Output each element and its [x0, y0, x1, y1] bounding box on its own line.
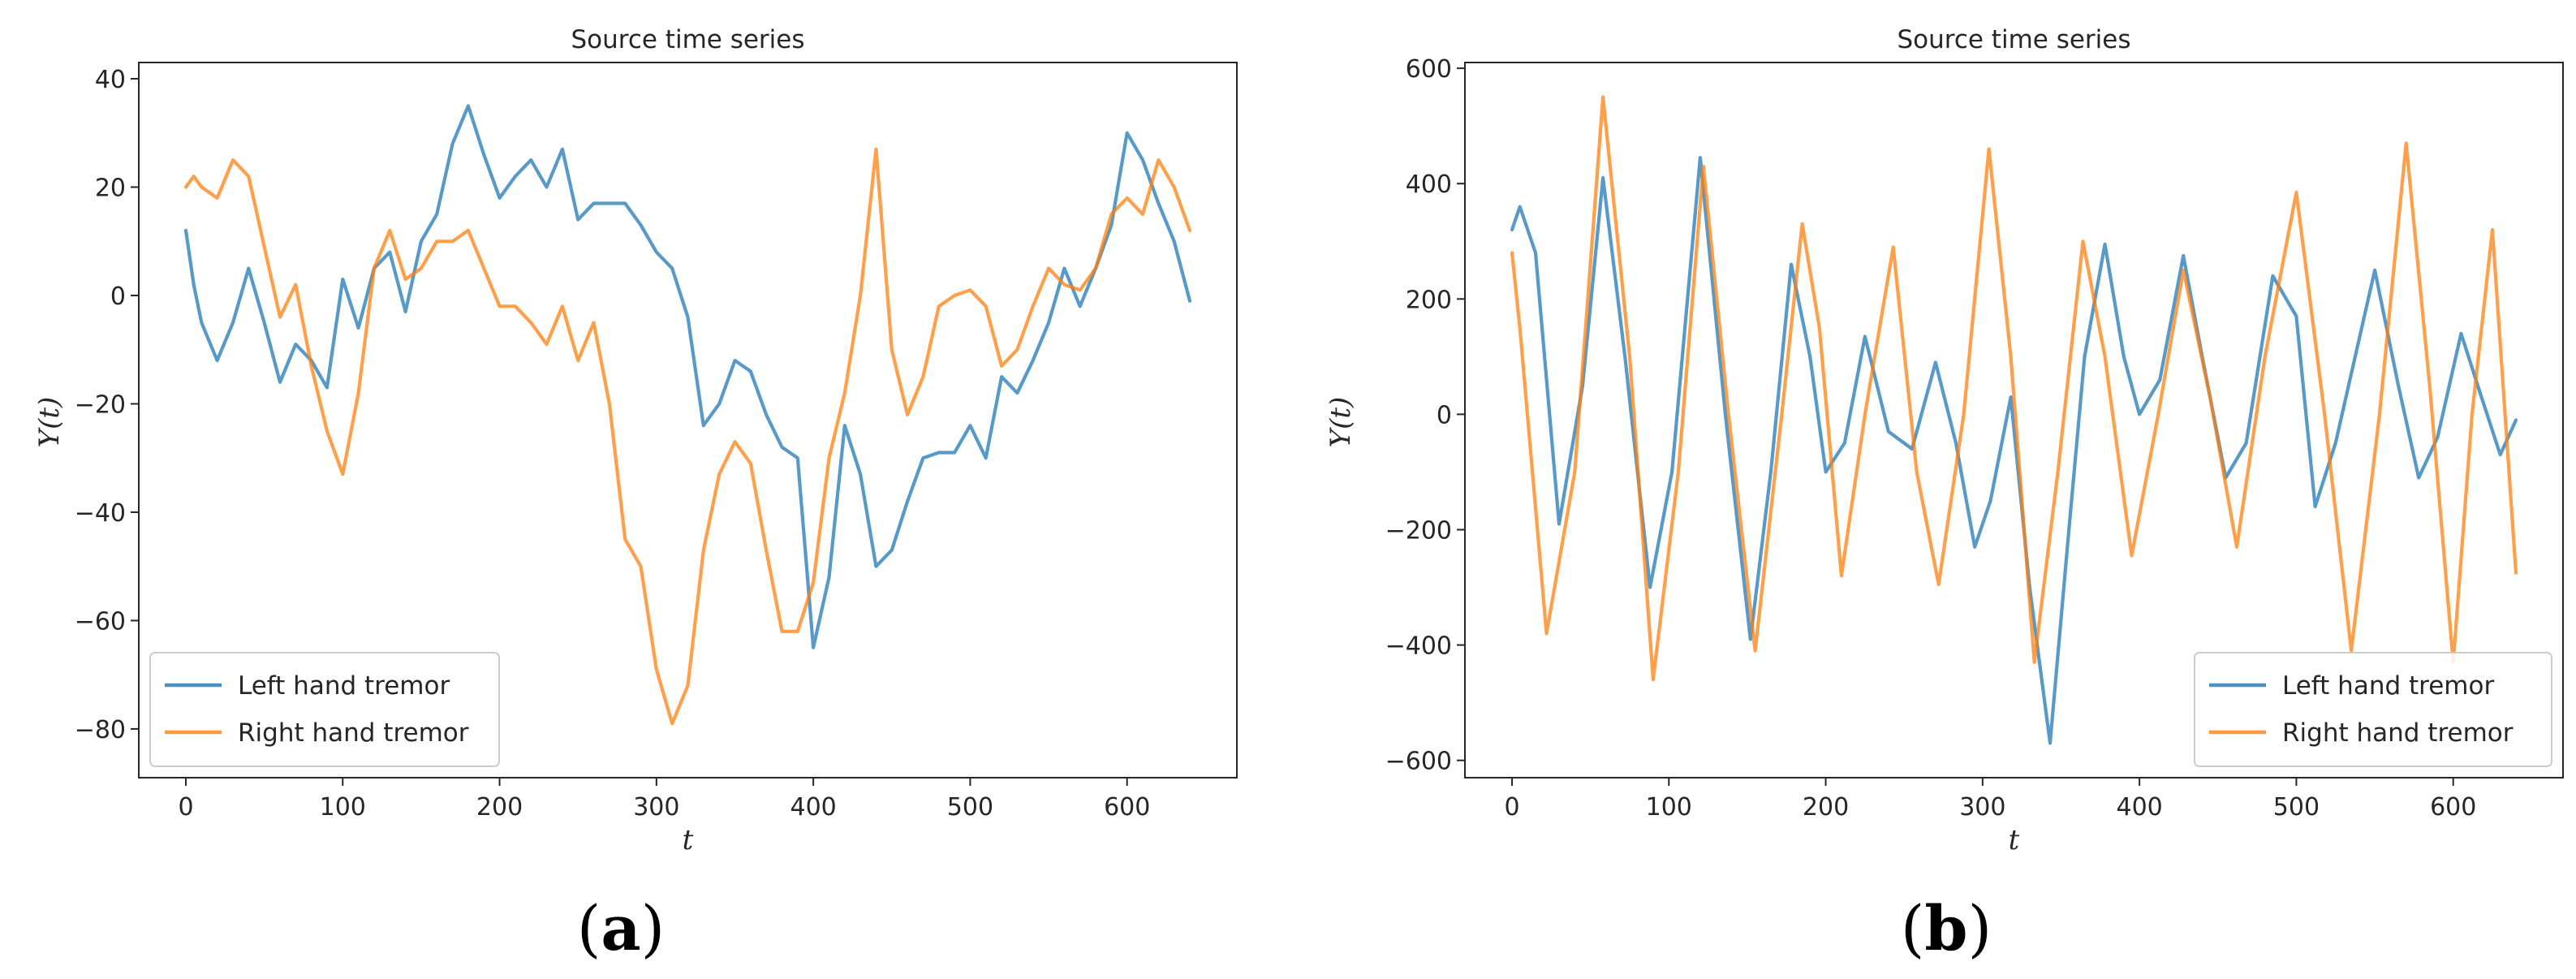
x-tick-label: 200	[476, 793, 523, 822]
x-axis-label: t	[2009, 824, 2020, 856]
y-tick-label: 20	[95, 175, 126, 203]
y-tick-label: −40	[75, 499, 126, 528]
x-tick-label: 100	[320, 793, 366, 822]
y-axis-label: Y(t)	[33, 397, 66, 448]
panel-label-open-paren: (	[1901, 892, 1925, 964]
panel-label-letter: a	[601, 892, 640, 964]
x-tick-label: 600	[2430, 793, 2476, 822]
x-tick-label: 200	[1803, 793, 1849, 822]
x-axis-label: t	[683, 824, 694, 856]
y-tick-label: −60	[75, 607, 126, 636]
y-tick-label: 0	[1437, 401, 1452, 429]
x-tick-label: 400	[790, 793, 836, 822]
panel-label: (a)	[577, 892, 666, 964]
chart-title: Source time series	[1897, 25, 2130, 54]
y-tick-label: −600	[1385, 748, 1452, 776]
x-tick-label: 0	[1504, 793, 1519, 822]
series-line-left-hand-tremor	[1510, 156, 2518, 745]
x-tick-label: 500	[2273, 793, 2320, 822]
x-tick-label: 400	[2116, 793, 2162, 822]
chart-a: 0 100 200 300 400 500 600 −80 −60 −40 −20 0 20 40 Sour…	[33, 25, 1238, 964]
chart-b: 0 100 200 300 400 500 600 −600 −400 −200 0 200 400 60…	[1325, 25, 2564, 964]
panel-label-close-paren: )	[641, 892, 666, 964]
legend-box	[149, 652, 500, 767]
y-tick-label: −400	[1385, 632, 1452, 661]
legend-label-right-hand-tremor: Right hand tremor	[2282, 718, 2514, 748]
y-tick-label: −80	[75, 716, 126, 744]
y-tick-label: 40	[95, 66, 126, 94]
series-line-right-hand-tremor	[1510, 95, 2518, 682]
axes-frame	[138, 62, 1238, 778]
panel-label-open-paren: (	[577, 892, 601, 964]
x-tick-label: 600	[1104, 793, 1150, 822]
panel-label-close-paren: )	[1968, 892, 1992, 964]
legend-label-left-hand-tremor: Left hand tremor	[2282, 671, 2494, 701]
y-axis-label: Y(t)	[1325, 397, 1357, 448]
y-tick-label: 200	[1406, 286, 1452, 314]
y-tick-label: 600	[1406, 55, 1452, 84]
panel-label: (b)	[1901, 892, 1992, 964]
series-line-right-hand-tremor	[183, 147, 1192, 726]
chart-title: Source time series	[571, 25, 804, 54]
x-tick-label: 300	[1959, 793, 2005, 822]
legend-label-left-hand-tremor: Left hand tremor	[238, 671, 450, 701]
legend-box	[2194, 652, 2552, 767]
y-tick-label: 400	[1406, 170, 1452, 199]
x-tick-label: 0	[178, 793, 193, 822]
x-tick-label: 300	[633, 793, 679, 822]
y-tick-label: 0	[110, 282, 126, 311]
x-tick-label: 100	[1646, 793, 1692, 822]
series-line-left-hand-tremor	[183, 104, 1192, 649]
x-tick-label: 500	[947, 793, 993, 822]
y-tick-label: −200	[1385, 516, 1452, 545]
legend-label-right-hand-tremor: Right hand tremor	[238, 718, 469, 748]
y-tick-label: −20	[75, 390, 126, 419]
panel-label-letter: b	[1924, 892, 1967, 964]
axes-frame	[1464, 62, 2564, 778]
